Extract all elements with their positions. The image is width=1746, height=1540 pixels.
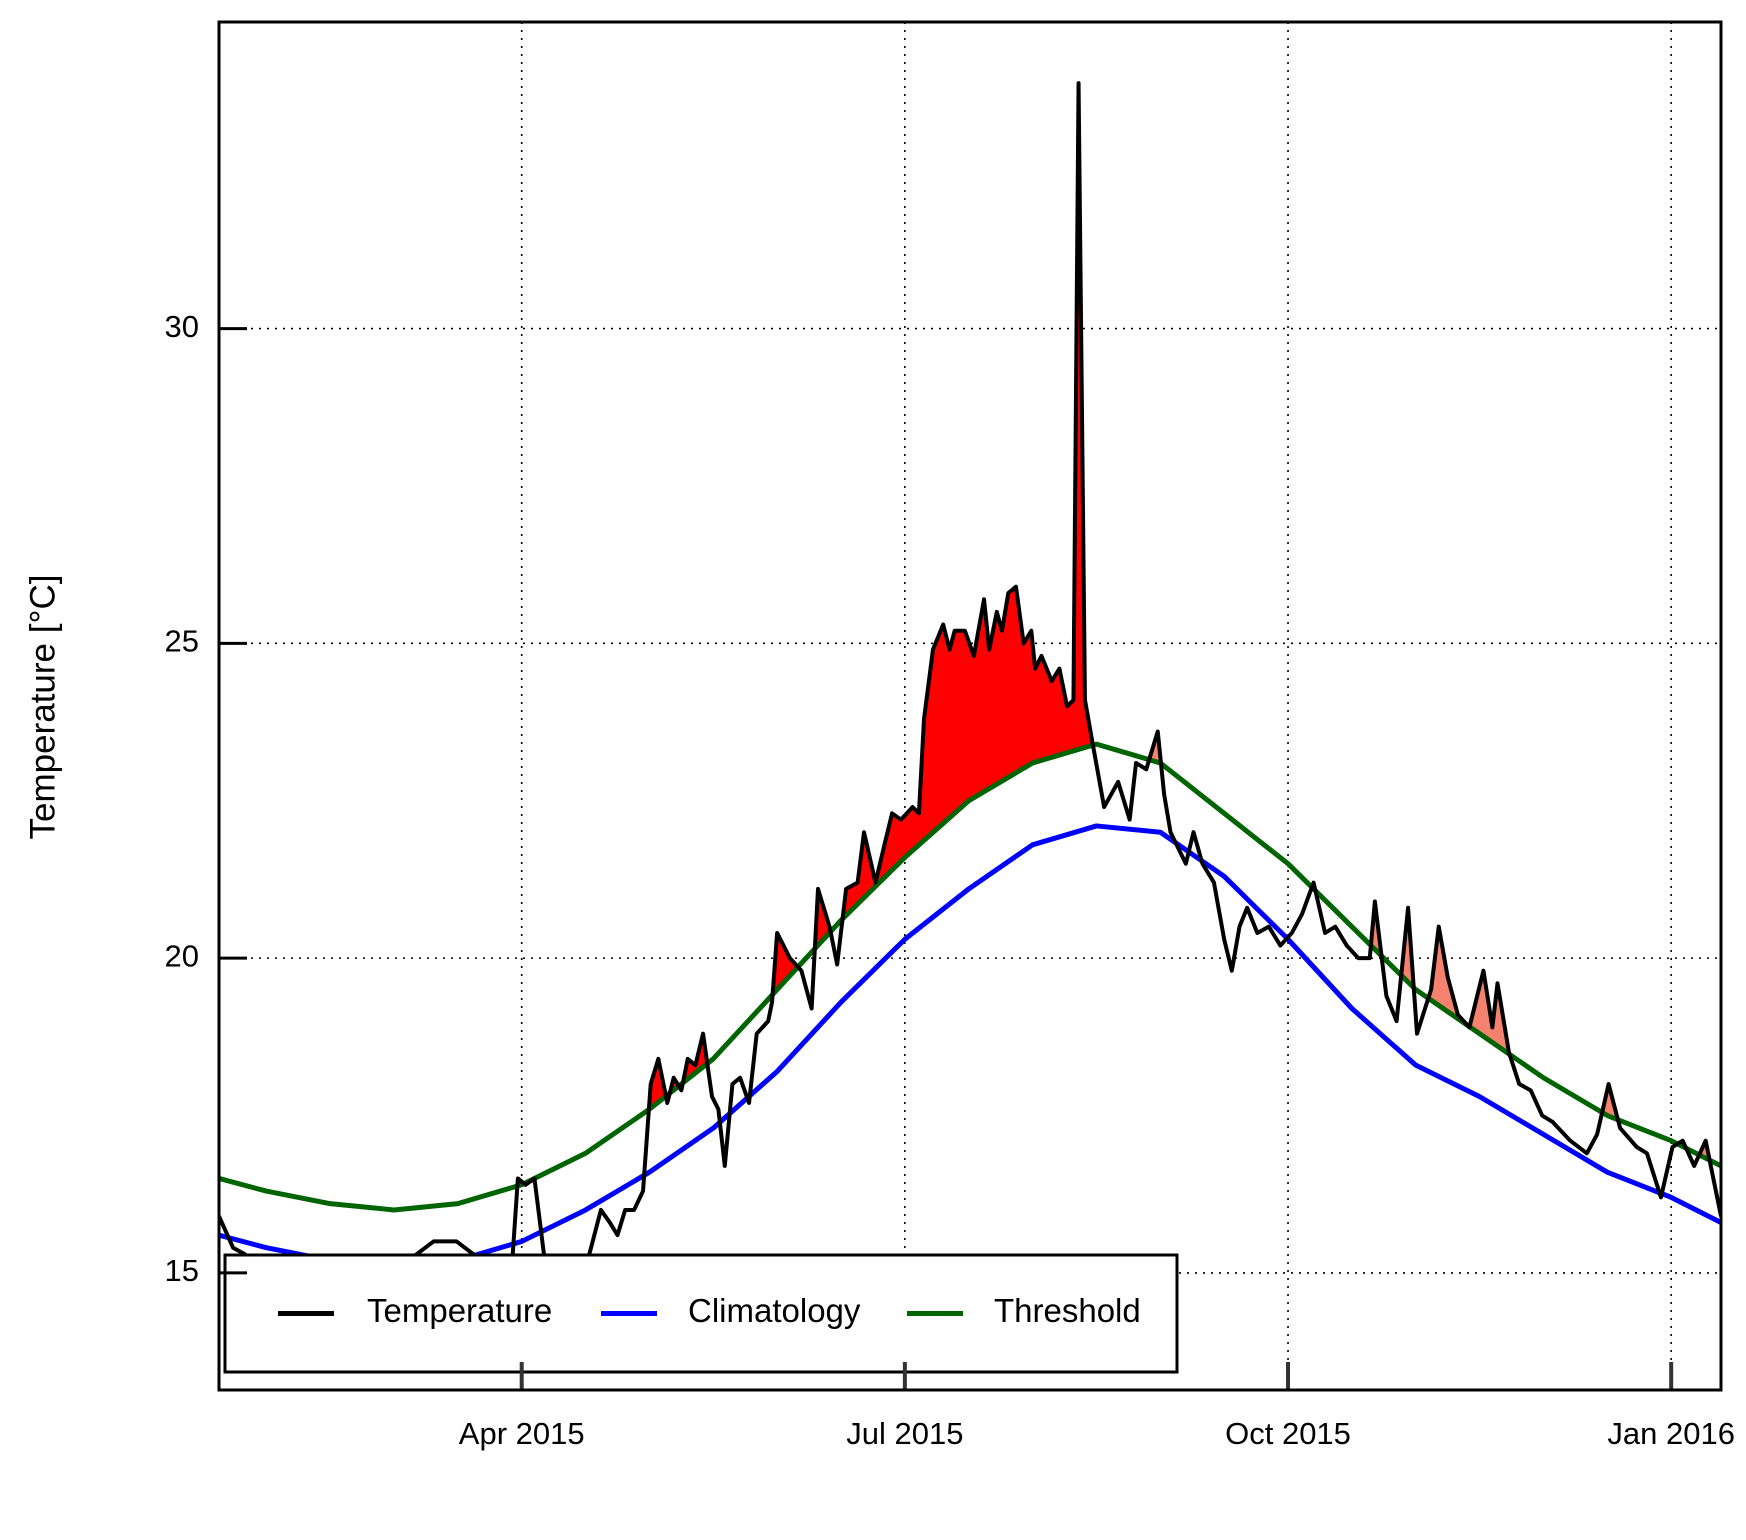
legend-label: Climatology [688,1292,861,1329]
y-tick-label: 15 [165,1253,199,1288]
legend-label: Threshold [994,1292,1141,1329]
x-tick-label: Jan 2016 [1607,1416,1735,1451]
series-line [219,741,1721,1213]
x-tick-label: Jul 2015 [846,1416,963,1451]
exceedance-areas [517,83,1710,1187]
axes: 15 20 25 30 Apr 2015 Jul 2015 Oct 2015 Jan 2016 [165,20,1735,1451]
x-tick-label: Apr 2015 [459,1416,585,1451]
series-line [219,81,1721,1282]
legend: Temperature Climatology Threshold [223,1253,1179,1374]
exceedance-area [842,83,1093,919]
exceedance-area [1428,926,1468,1026]
plot-frame [217,20,1723,1392]
y-tick-label: 30 [165,309,199,344]
x-tick-label: Oct 2015 [1225,1416,1351,1451]
legend-label: Temperature [367,1292,552,1329]
y-tick-label: 25 [165,624,199,659]
exceedance-area [772,932,799,995]
legend-box [223,1253,1179,1374]
y-axis-label: Temperature [°C] [23,575,62,840]
y-tick-label: 20 [165,938,199,973]
